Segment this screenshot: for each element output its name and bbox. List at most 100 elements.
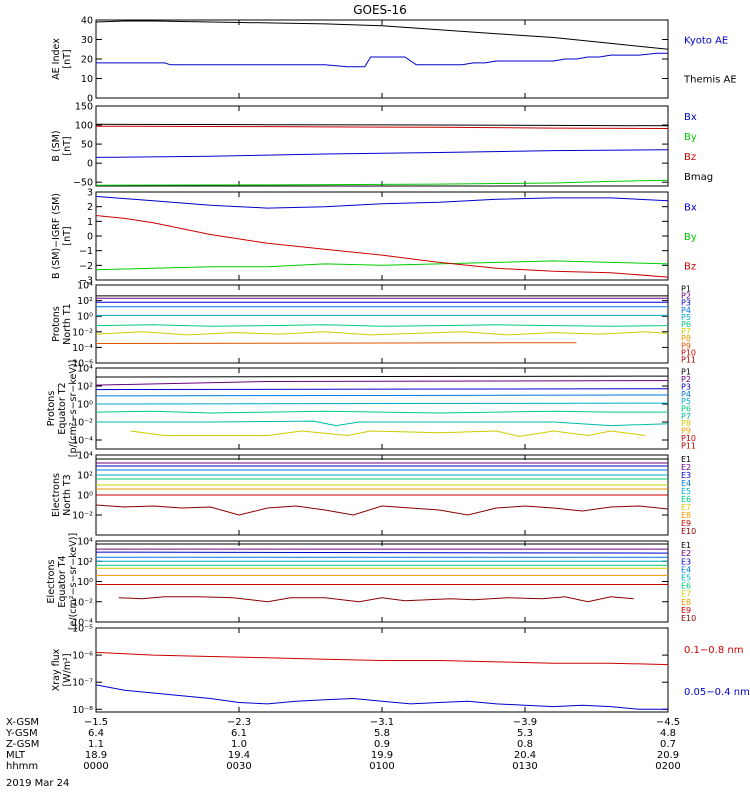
panel-2-frame [95, 105, 669, 187]
panel-5-legend-entry: P8 [681, 419, 691, 428]
panel-3-legend-entry: Bx [684, 203, 697, 214]
panel-2-legend-entry: By [684, 132, 697, 143]
panel-6-legend-entry: E5 [681, 487, 691, 496]
panel-5-series-p8 [130, 430, 646, 437]
panel-5-ytick-label: 10⁴ [77, 364, 93, 375]
panel-1-ytick-label: 20 [81, 55, 93, 66]
panel-7-ylabel: ElectronsEquator T4[e/(cm²−s−sr−keV)] [46, 533, 79, 630]
axis-row-label: Z-GSM [6, 739, 39, 750]
panel-6-ytick-label: 10⁴ [77, 451, 93, 462]
panel-5-ytick-label: 10⁰ [77, 400, 93, 411]
axis-row-label: MLT [6, 750, 26, 761]
panel-5-legend-entry: P3 [681, 382, 691, 391]
panel-5-ytick-label: 10² [77, 382, 93, 393]
panel-6-legend-entry: E4 [681, 479, 691, 488]
ylabel-line: [W/m²] [62, 653, 73, 686]
ylabel-line: B (SM) [51, 130, 62, 161]
panel-8-ytick-label: 10⁻⁵ [72, 624, 93, 635]
axis-row-value: 18.9 [85, 750, 107, 761]
panel-1-ytick-label: 30 [81, 35, 93, 46]
panel-6-ytick-label: 10² [77, 471, 93, 482]
panel-2-series-bx [95, 149, 669, 158]
axis-row-value: 5.8 [374, 728, 390, 739]
axis-row-value: 6.1 [231, 728, 247, 739]
axis-row-value: 0130 [512, 761, 537, 772]
panel-2-legend-entry: Bz [684, 152, 696, 163]
panel-7-legend-entry: E10 [681, 614, 696, 623]
panel-4-series-p7 [95, 331, 669, 336]
panel-3-ytick-label: −1 [79, 246, 93, 257]
panel-6-legend-entry: E9 [681, 519, 691, 528]
panel-8-series-0-05-0-4-nm [95, 684, 668, 710]
axis-row-value: 4.8 [660, 728, 676, 739]
panel-7-legend-entry: E6 [681, 582, 691, 591]
ylabel-line: Protons [51, 306, 62, 342]
panel-5-legend-entry: P6 [681, 405, 691, 414]
axis-row-value: 20.9 [657, 750, 679, 761]
panel-5-legend-entry: P1 [681, 368, 691, 377]
panel-3-ytick-label: 3 [87, 188, 93, 199]
panel-5-series-p4 [95, 394, 669, 397]
panel-2-legend-entry: Bmag [684, 172, 713, 183]
panel-2-ytick-label: 150 [75, 102, 93, 113]
panel-7-legend-entry: E2 [681, 549, 691, 558]
panel-7-legend-entry: E5 [681, 573, 691, 582]
panel-4-ytick-label: 10² [77, 296, 93, 307]
panel-2-ylabel: B (SM)[nT] [51, 130, 73, 161]
panel-8-ytick-label: 10⁻⁷ [72, 678, 93, 689]
panel-2-series-bz [95, 125, 669, 129]
ylabel-line: [nT] [62, 49, 73, 68]
panel-6-legend-entry: E7 [681, 503, 691, 512]
panel-5-ytick-label: 10⁻² [72, 418, 93, 429]
panel-1-series-themis-ae [95, 20, 669, 50]
panel-6-legend-entry: E1 [681, 455, 691, 464]
axis-row-value: 19.4 [228, 750, 250, 761]
axis-row-label: X-GSM [6, 717, 39, 728]
panel-3-ylabel: B (SM)−IGRF (SM)[nT] [51, 193, 73, 279]
panel-6-ytick-label: 10⁻² [72, 511, 93, 522]
panel-5-legend-entry: P5 [681, 397, 691, 406]
panel-2-ytick-label: 100 [75, 121, 93, 132]
panel-7-ytick-label: 10² [77, 557, 93, 568]
panel-6-ytick-label: 10⁰ [77, 491, 93, 502]
panel-2-ytick-label: −50 [73, 178, 93, 189]
ylabel-line: [nT] [62, 136, 73, 155]
panel-7-legend-entry: E3 [681, 557, 691, 566]
panel-2-series-bmag [95, 123, 669, 127]
panel-3-frame [95, 191, 669, 281]
panel-6-legend-entry: E2 [681, 463, 691, 472]
panel-3-ytick-label: 0 [87, 232, 93, 243]
axis-row-value: 0.7 [660, 739, 676, 750]
panel-7-legend-entry: E1 [681, 541, 691, 550]
ylabel-line: North T1 [62, 303, 73, 344]
axis-row-value: −3.9 [513, 717, 537, 728]
panel-5-ylabel: ProtonsEquator T2[p/(cm²−s−sr−keV)] [46, 360, 79, 458]
axis-row-value: 0030 [226, 761, 251, 772]
panel-8-ytick-label: 10⁻⁸ [72, 705, 93, 716]
panel-7-legend-entry: E4 [681, 565, 691, 574]
axis-row-value: −2.3 [227, 717, 251, 728]
panel-4-series-p6 [95, 324, 669, 327]
panel-6-legend-entry: E8 [681, 511, 691, 520]
panel-5-legend-entry: P2 [681, 375, 691, 384]
panel-7-series-e3 [95, 551, 669, 554]
panel-1-ytick-label: 40 [81, 16, 93, 27]
panel-8-legend-entry: 0.1−0.8 nm [684, 645, 743, 656]
ylabel-line: [nT] [62, 226, 73, 245]
panel-5-legend-entry: P11 [681, 441, 696, 450]
panel-3-legend-entry: By [684, 232, 697, 243]
panel-4-legend-entry: P5 [681, 313, 691, 322]
panel-1-ylabel: AE Index[nT] [51, 38, 73, 80]
panel-4-legend-entry: P8 [681, 334, 691, 343]
panel-1-ytick-label: 0 [87, 94, 93, 105]
axis-row-value: 0100 [369, 761, 394, 772]
panel-1-frame [95, 19, 669, 99]
date-label: 2019 Mar 24 [6, 778, 69, 789]
panel-3-ytick-label: −2 [79, 261, 93, 272]
panel-3-ytick-label: −3 [79, 276, 93, 287]
panel-7-ytick-label: 10⁴ [77, 537, 93, 548]
ylabel-line: B (SM)−IGRF (SM) [51, 193, 62, 279]
ylabel-line: Electrons [46, 559, 57, 603]
panel-7-ytick-label: 10⁻⁴ [72, 618, 93, 629]
